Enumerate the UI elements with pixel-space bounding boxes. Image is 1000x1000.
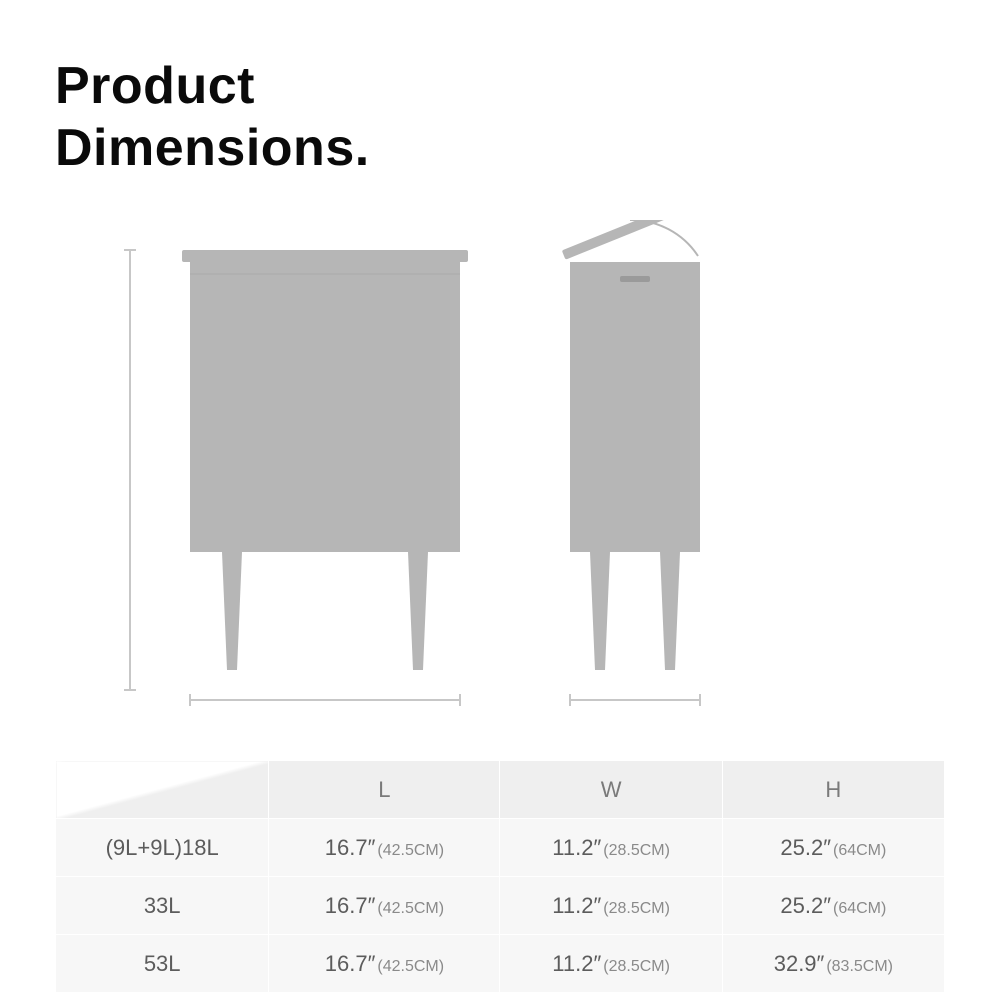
table-row: (9L+9L)18L 16.7″(42.5CM) 11.2″(28.5CM) 2…: [56, 819, 945, 877]
row-label: 33L: [56, 877, 269, 935]
cell: 25.2″(64CM): [722, 877, 944, 935]
table-row: 33L 16.7″(42.5CM) 11.2″(28.5CM) 25.2″(64…: [56, 877, 945, 935]
cell: 11.2″(28.5CM): [500, 877, 722, 935]
table-header-row: L W H: [56, 761, 945, 819]
col-L: L: [269, 761, 500, 819]
table-row: 53L 16.7″(42.5CM) 11.2″(28.5CM) 32.9″(83…: [56, 935, 945, 993]
table-corner: [56, 761, 269, 819]
row-label: 53L: [56, 935, 269, 993]
cell: 11.2″(28.5CM): [500, 819, 722, 877]
cell: 11.2″(28.5CM): [500, 935, 722, 993]
col-H: H: [722, 761, 944, 819]
dimensions-table: L W H (9L+9L)18L 16.7″(42.5CM) 11.2″(28.…: [55, 760, 945, 993]
page-title: ProductDimensions.: [55, 55, 370, 180]
cell: 16.7″(42.5CM): [269, 935, 500, 993]
product-diagram: [120, 220, 900, 720]
cell: 16.7″(42.5CM): [269, 877, 500, 935]
cell: 16.7″(42.5CM): [269, 819, 500, 877]
cell: 32.9″(83.5CM): [722, 935, 944, 993]
col-W: W: [500, 761, 722, 819]
row-label: (9L+9L)18L: [56, 819, 269, 877]
cell: 25.2″(64CM): [722, 819, 944, 877]
